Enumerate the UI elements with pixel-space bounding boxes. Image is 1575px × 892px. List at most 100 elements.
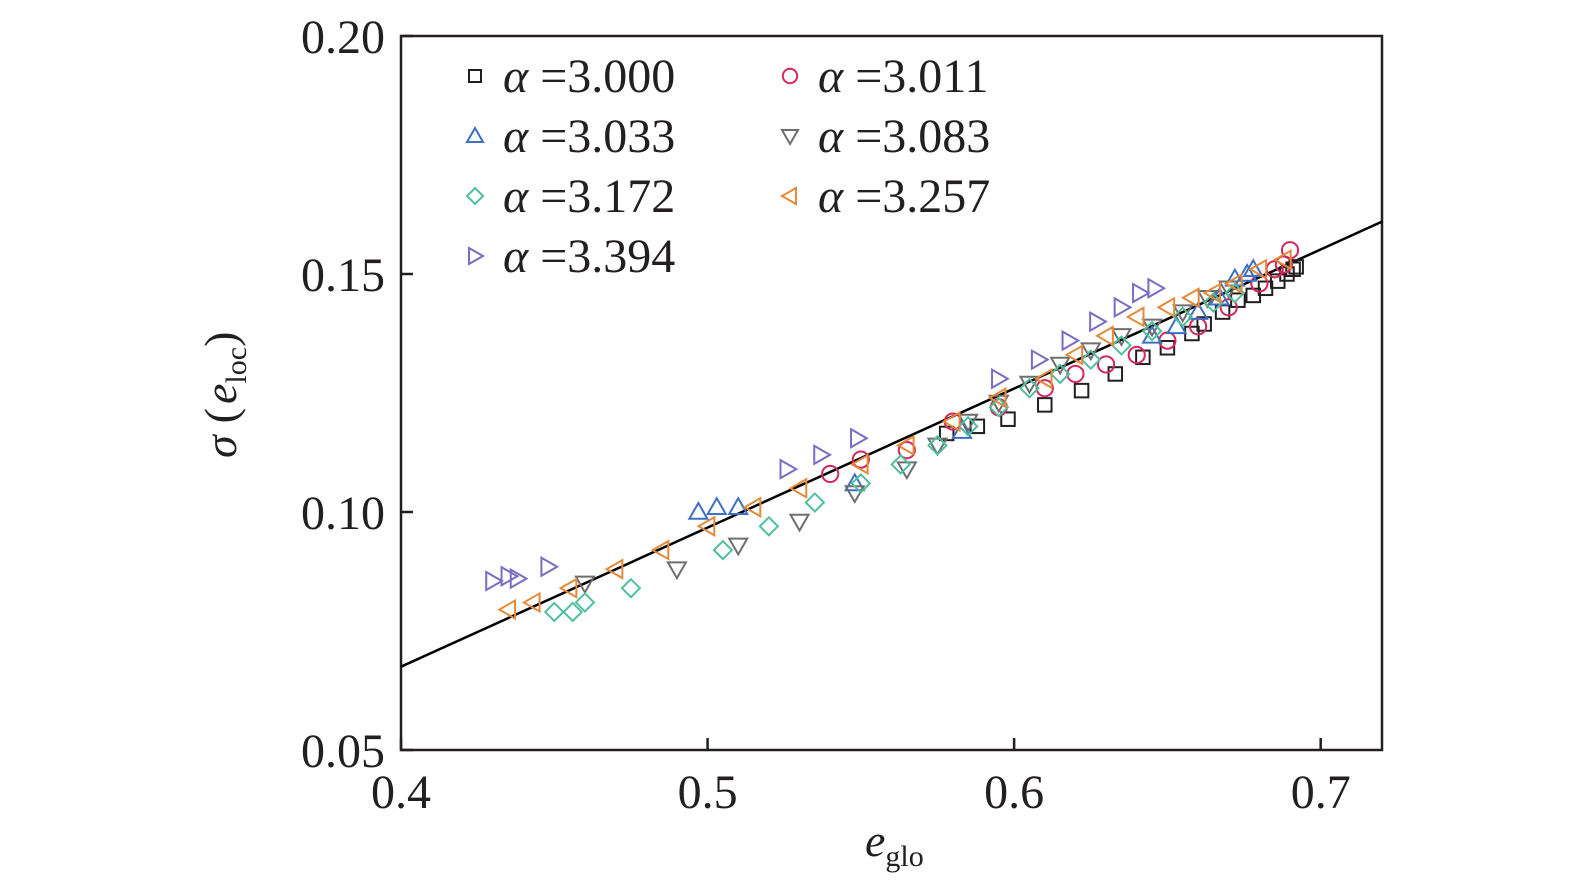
legend-label: α =3.083 <box>818 110 990 163</box>
data-point <box>1080 349 1102 371</box>
data-point <box>1125 306 1145 328</box>
legend-label-alpha: α <box>503 170 529 223</box>
data-point <box>804 492 826 513</box>
legend-label-value: =3.257 <box>843 170 990 223</box>
data-point <box>1187 301 1209 320</box>
y-axis-label-inner: e <box>195 384 246 404</box>
data-point <box>706 496 728 515</box>
data-point <box>1110 328 1133 347</box>
data-point <box>1223 272 1243 295</box>
legend-label: α =3.011 <box>818 50 989 103</box>
data-point <box>742 496 762 518</box>
x-tick-label: 0.4 <box>371 766 431 819</box>
data-point <box>758 515 780 537</box>
data-point <box>1202 282 1222 304</box>
data-point <box>712 539 734 561</box>
data-point <box>1132 282 1151 304</box>
data-point <box>890 453 912 475</box>
data-point <box>1111 334 1132 356</box>
series-diamond <box>543 282 1246 623</box>
legend-item: α =3.000 <box>468 50 675 103</box>
data-point <box>1061 329 1081 352</box>
data-point <box>727 496 749 515</box>
data-point <box>1035 379 1054 398</box>
data-point <box>926 437 949 457</box>
data-point <box>850 473 872 494</box>
data-point <box>1080 342 1102 362</box>
data-point <box>620 577 642 599</box>
fit-line <box>400 220 1383 668</box>
legend-label: α =3.000 <box>503 50 675 103</box>
data-point <box>927 434 948 456</box>
data-point <box>1236 262 1258 282</box>
data-point <box>485 570 504 592</box>
data-point <box>1107 366 1124 382</box>
legend-marker <box>465 186 485 206</box>
x-tick-label: 0.6 <box>984 766 1044 819</box>
data-point <box>1285 261 1301 277</box>
data-point <box>1242 258 1264 277</box>
plot-area <box>399 34 1384 752</box>
y-tick-label: 0.20 <box>301 11 385 64</box>
data-point <box>1089 310 1108 333</box>
legend-label-alpha: α <box>818 110 844 163</box>
x-axis-label: eglo <box>865 815 924 873</box>
data-point <box>1156 296 1176 319</box>
legend-item: α =3.011 <box>781 50 989 103</box>
data-point <box>521 591 541 614</box>
x-tick-label: 0.7 <box>1291 766 1351 819</box>
data-point <box>1000 411 1016 427</box>
y-axis-label-sub: loc <box>220 347 253 384</box>
data-point <box>540 556 560 578</box>
x-tick-label: 0.5 <box>678 766 738 819</box>
x-axis-label-sub: glo <box>885 840 923 873</box>
data-point <box>1113 296 1133 319</box>
legend-label-alpha: α <box>818 170 844 223</box>
y-axis-label-paren-close: ) <box>195 332 246 347</box>
legend-marker <box>465 125 485 143</box>
data-point <box>562 601 584 623</box>
series-triangle-up <box>687 258 1264 520</box>
legend-marker <box>468 246 486 266</box>
legend-label: α =3.172 <box>503 170 675 223</box>
legend-marker <box>468 69 482 83</box>
fit-line-layer <box>400 220 1383 668</box>
data-point <box>696 515 716 538</box>
data-point <box>1147 277 1167 300</box>
x-axis-label-main: e <box>865 815 885 866</box>
data-point <box>1141 320 1163 342</box>
data-point <box>895 434 915 457</box>
legend-label-alpha: α <box>503 230 529 283</box>
y-axis-label: σ (eloc) <box>195 332 253 458</box>
legend-item: α =3.394 <box>468 230 675 283</box>
data-point <box>650 539 670 561</box>
data-point <box>1096 355 1116 374</box>
data-point <box>991 367 1010 390</box>
data-point <box>896 461 918 481</box>
legend-marker <box>779 186 797 206</box>
y-axis-label-main: σ <box>195 433 246 458</box>
data-point <box>843 485 866 504</box>
y-tick-label: 0.15 <box>301 249 385 302</box>
legend-item: α =3.083 <box>780 110 990 163</box>
legend-label-alpha: α <box>503 110 529 163</box>
legend-label: α =3.257 <box>818 170 990 223</box>
data-point <box>687 500 710 520</box>
x-axis-ticks: 0.4 0.5 0.6 0.7 <box>371 738 1351 819</box>
y-axis-ticks: 0.05 0.10 0.15 0.20 <box>301 11 413 778</box>
legend-label-value: =3.172 <box>528 170 675 223</box>
legend-label-alpha: α <box>503 50 529 103</box>
series-circle <box>821 241 1300 484</box>
data-point <box>1248 258 1268 280</box>
legend-item: α =3.172 <box>465 170 675 223</box>
data-point <box>850 427 869 449</box>
legend-label-value: =3.011 <box>843 50 988 103</box>
data-point <box>1288 259 1304 275</box>
data-point <box>1127 345 1146 365</box>
data-point <box>500 565 520 587</box>
data-point <box>1073 382 1090 399</box>
data-point <box>1172 306 1194 328</box>
legend-item: α =3.257 <box>779 170 990 223</box>
